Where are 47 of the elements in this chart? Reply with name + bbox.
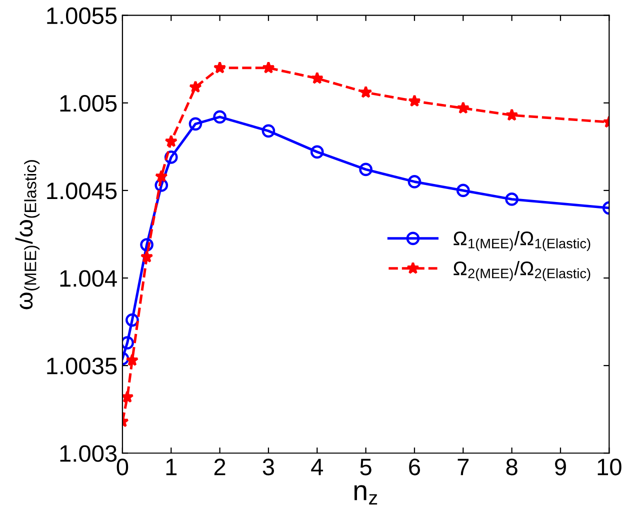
point [359,86,372,98]
point [213,110,226,124]
point [310,72,324,84]
x-tick-label: 3 [262,458,274,476]
legend-label: Ω$_{2(MEE)}$/Ω$_{2(Elastic)}$ [454,260,590,281]
x-tick-label: 6 [409,458,420,476]
point [155,170,168,182]
point [140,238,154,252]
point [408,94,421,107]
x-tick-label: 5 [360,458,372,476]
x-tick-label: 1 [166,458,177,476]
x-tick-label: 0 [116,458,128,476]
point [310,145,324,159]
y-tick-label: 1.0055 [47,7,117,24]
y-tick-label: 1.005 [60,94,117,112]
point [164,150,178,164]
point [359,162,372,176]
point [505,108,518,121]
point [126,313,139,327]
point [456,184,470,198]
point [140,250,154,263]
point [408,175,422,188]
point [164,134,178,148]
point [456,102,470,114]
point [122,390,134,403]
point [213,61,226,74]
point [154,178,168,192]
y-tick-label: 1.0045 [47,182,117,200]
y-tick-label: 1.004 [60,270,117,287]
y-axis-title: ω$_{(MEE)}$/ω$_{(Elastic)}$ [15,160,40,310]
x-tick-label: 2 [214,458,226,476]
point [505,192,518,206]
x-axis-title: n$_{z}$ [354,485,378,504]
point [188,117,202,131]
x-tick-label: 10 [598,458,622,476]
x-tick-label: 4 [311,458,324,476]
y-tick-label: 1.003 [60,445,117,462]
point [126,354,139,366]
point [262,61,275,74]
point [189,80,202,93]
point [262,124,276,138]
x-tick-label: 8 [506,458,518,476]
point [122,336,134,350]
legend-label: Ω$_{1(MEE)}$/Ω$_{1(Elastic)}$ [454,231,590,252]
y-tick-label: 1.0035 [47,358,117,374]
x-tick-label: 7 [458,458,469,476]
x-tick-label: 9 [555,458,566,476]
